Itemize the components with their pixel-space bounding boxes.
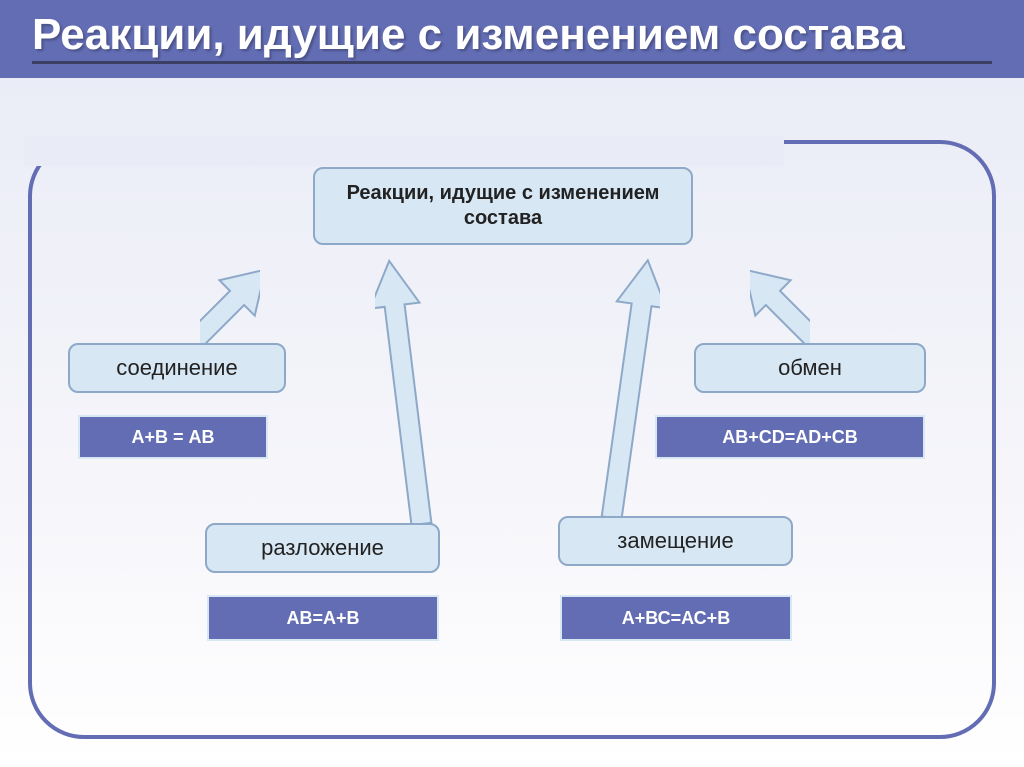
formula-замещение: А+ВС=АС+В (560, 595, 792, 641)
category-разложение: разложение (205, 523, 440, 573)
category-обмен: обмен (694, 343, 926, 393)
formula-text: А+В = АВ (131, 427, 214, 448)
root-box: Реакции, идущие с изменением состава (313, 167, 693, 245)
title-text: Реакции, идущие с изменением состава (32, 10, 905, 59)
page-title: Реакции, идущие с изменением состава (0, 0, 1024, 78)
formula-text: А+ВС=АС+В (622, 608, 730, 629)
diagram-content: Реакции, идущие с изменением состава сое… (0, 0, 1024, 767)
arrow-to-разложение (375, 255, 435, 525)
category-label: разложение (261, 535, 384, 561)
formula-разложение: АВ=А+В (207, 595, 439, 641)
title-underline (32, 61, 992, 64)
formula-text: АВ=А+В (286, 608, 359, 629)
arrow-to-замещение (600, 255, 660, 520)
category-замещение: замещение (558, 516, 793, 566)
category-label: обмен (778, 355, 842, 381)
formula-text: АВ+СD=АD+СВ (722, 427, 858, 448)
formula-соединение: А+В = АВ (78, 415, 268, 459)
category-label: замещение (617, 528, 733, 554)
category-label: соединение (116, 355, 237, 381)
formula-обмен: АВ+СD=АD+СВ (655, 415, 925, 459)
category-соединение: соединение (68, 343, 286, 393)
root-label: Реакции, идущие с изменением состава (315, 181, 691, 231)
